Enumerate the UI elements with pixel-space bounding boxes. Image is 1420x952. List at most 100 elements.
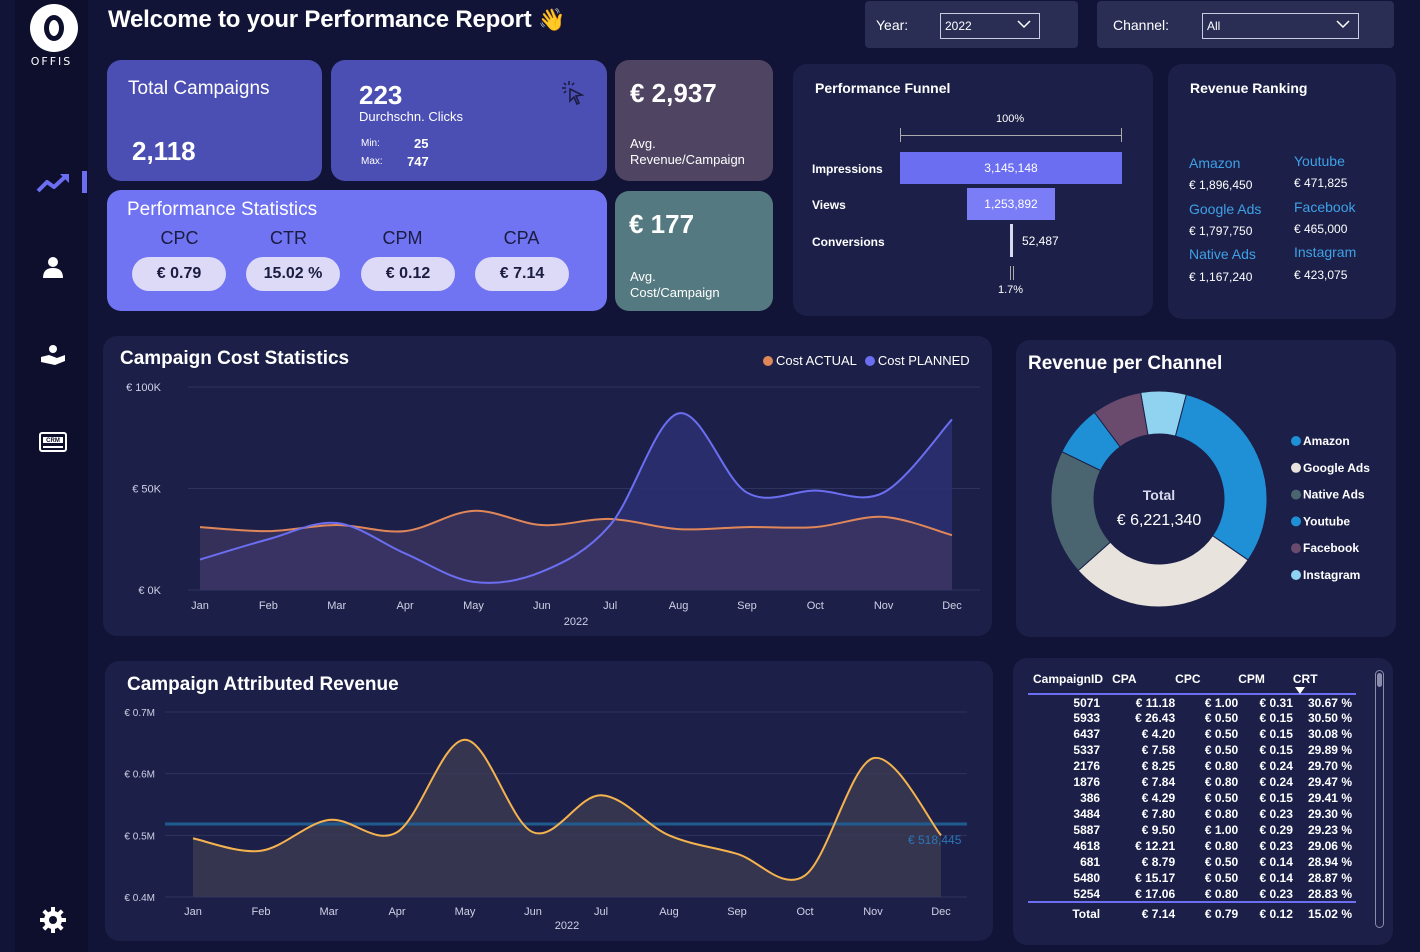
settings-gear-icon[interactable]	[33, 903, 73, 937]
campaign-cost-title: Campaign Cost Statistics	[120, 348, 350, 369]
avg-cost-card: € 177 Avg. Cost/Campaign	[615, 191, 773, 311]
table-row[interactable]: 5337 € 7.58 € 0.50 € 0.15 29.89 %	[1028, 742, 1356, 758]
revenue-chart-svg[interactable]: € 0.4M € 0.5M € 0.6M € 0.7M Jan Feb Mar Apr May J…	[105, 661, 993, 941]
clicks-value: 223	[359, 80, 403, 110]
col-campaignid[interactable]: CampaignID	[1033, 671, 1104, 686]
y-tick-label: € 0.6M	[124, 770, 155, 781]
donut-center-label: Total	[1142, 487, 1176, 503]
table-row[interactable]: 5480 € 15.17 € 0.50 € 0.14 28.87 %	[1028, 870, 1356, 886]
table-cell-campaignid: 4618	[1073, 839, 1101, 853]
rank-value-youtube: € 471,825	[1294, 176, 1348, 190]
table-cell-cpc: € 0.50	[1204, 791, 1239, 805]
stat-cpm-value: € 0.12	[361, 257, 455, 291]
stat-cpc-value: € 0.79	[132, 257, 226, 291]
legend-label: Facebook	[1303, 541, 1359, 555]
table-cell-cpa: € 4.29	[1141, 791, 1176, 805]
table-cell-cpa: € 7.58	[1141, 743, 1176, 757]
table-row[interactable]: 4618 € 12.21 € 0.80 € 0.23 29.06 %	[1028, 838, 1356, 854]
cost-chart-svg[interactable]: € 0K € 50K € 100K Jan Feb Mar Apr May Jun Jul Aug S…	[103, 336, 992, 636]
legend-label: Native Ads	[1303, 488, 1365, 502]
chevron-down-icon	[1336, 17, 1350, 34]
table-row[interactable]: 386 € 4.29 € 0.50 € 0.15 29.41 %	[1028, 790, 1356, 806]
stat-cpm-label: CPM	[382, 228, 423, 248]
table-row[interactable]: 5933 € 26.43 € 0.50 € 0.15 30.50 %	[1028, 710, 1356, 726]
user-icon[interactable]	[33, 250, 73, 284]
funnel-conversions-bar[interactable]	[1010, 224, 1013, 257]
table-cell-cpa: € 15.17	[1135, 871, 1176, 885]
table-cell-campaignid: 5887	[1073, 823, 1101, 837]
revenue-ranking-panel: Revenue Ranking Amazon € 1,896,450 Youtu…	[1168, 64, 1396, 319]
col-crt[interactable]: CRT	[1293, 670, 1356, 694]
table-row[interactable]: 1876 € 7.84 € 0.80 € 0.24 29.47 %	[1028, 774, 1356, 790]
table-scrollbar[interactable]	[1375, 670, 1384, 928]
table-cell-campaignid: 1876	[1073, 775, 1101, 789]
table-cell-crt: 30.08 %	[1307, 727, 1352, 741]
x-tick-label: Apr	[388, 906, 405, 918]
table-cell-cpa: € 17.06	[1135, 886, 1176, 901]
x-tick-label: Nov	[863, 906, 883, 918]
table-row[interactable]: 2176 € 8.25 € 0.80 € 0.24 29.70 %	[1028, 758, 1356, 774]
trend-chart-icon[interactable]	[33, 166, 73, 200]
funnel-impressions-bar[interactable]: 3,145,148	[900, 152, 1122, 184]
legend-dot	[1291, 436, 1301, 446]
x-tick-label: Sep	[737, 600, 757, 612]
table-total-row: Total € 7.14 € 0.79 € 0.12 15.02 %	[1028, 902, 1356, 924]
x-tick-label: Feb	[252, 906, 271, 918]
legend-dot	[1291, 462, 1301, 473]
table-row[interactable]: 3484 € 7.80 € 0.80 € 0.23 29.30 %	[1028, 806, 1356, 822]
col-cpm[interactable]: CPM	[1238, 671, 1265, 686]
campaign-table: CampaignID CPA CPC CPM CRT 5071 € 11.18 € …	[1028, 670, 1356, 924]
handshake-icon[interactable]	[33, 338, 73, 372]
table-cell-cpm: € 0.24	[1259, 775, 1293, 789]
funnel-bottom-percent: 1.7%	[998, 284, 1024, 296]
x-axis-label: 2022	[564, 616, 588, 628]
sidebar: OFFIS CRM	[15, 0, 88, 952]
table-row[interactable]: 6437 € 4.20 € 0.50 € 0.15 30.08 %	[1028, 726, 1356, 742]
table-cell-cpa: € 8.79	[1141, 855, 1176, 869]
cost-chart-legend: Cost ACTUAL Cost PLANNED	[763, 353, 970, 368]
performance-funnel-title: Performance Funnel	[815, 80, 951, 96]
actual-line	[199, 509, 953, 537]
avg-revenue-card: € 2,937 Avg. Revenue/Campaign	[615, 60, 773, 181]
table-row[interactable]: 5254 € 17.06 € 0.80 € 0.23 28.83 %	[1028, 886, 1356, 902]
table-cell-cpc: € 0.50	[1204, 727, 1239, 741]
crm-icon[interactable]: CRM	[33, 425, 73, 459]
channel-select[interactable]: All	[1202, 13, 1359, 39]
legend-cost-planned: Cost PLANNED	[877, 353, 970, 368]
x-tick-label: Oct	[796, 906, 813, 918]
x-tick-label: Jun	[533, 600, 551, 612]
x-tick-label: Aug	[669, 600, 689, 612]
funnel-views-bar[interactable]: 1,253,892	[967, 188, 1055, 220]
table-cell-cpm: € 0.15	[1259, 791, 1293, 805]
performance-statistics-title: Performance Statistics	[127, 199, 318, 220]
legend-dot	[1291, 570, 1301, 580]
total-cpc: € 0.79	[1204, 906, 1239, 921]
table-row[interactable]: 5071 € 11.18 € 1.00 € 0.31 30.67 %	[1028, 694, 1356, 710]
table-cell-cpa: € 7.80	[1141, 807, 1176, 821]
revenue-per-channel-title: Revenue per Channel	[1028, 353, 1223, 374]
col-cpa[interactable]: CPA	[1112, 671, 1137, 686]
table-row[interactable]: 681 € 8.79 € 0.50 € 0.14 28.94 %	[1028, 854, 1356, 870]
rank-name-instagram: Instagram	[1294, 244, 1357, 260]
funnel-bottom-marker	[1010, 266, 1014, 280]
campaign-table-panel: CampaignID CPA CPC CPM CRT 5071 € 11.18 € …	[1013, 658, 1393, 945]
rank-name-facebook: Facebook	[1294, 199, 1356, 215]
table-cell-cpc: € 0.50	[1204, 855, 1239, 869]
table-cell-cpm: € 0.15	[1259, 727, 1293, 741]
table-cell-crt: 29.23 %	[1307, 823, 1352, 837]
table-cell-crt: 29.30 %	[1307, 807, 1352, 821]
table-cell-cpm: € 0.23	[1259, 886, 1293, 901]
table-row[interactable]: 5887 € 9.50 € 1.00 € 0.29 29.23 %	[1028, 822, 1356, 838]
table-scrollbar-thumb[interactable]	[1377, 673, 1382, 687]
funnel-views-label: Views	[812, 198, 846, 212]
year-select[interactable]: 2022	[940, 13, 1040, 39]
table-cell-campaignid: 386	[1080, 791, 1101, 805]
x-tick-label: Jul	[603, 600, 617, 612]
donut-chart-svg[interactable]: Amazon Google Ads Native Ads Youtube Faceboo…	[1016, 340, 1396, 637]
y-tick-label: € 50K	[132, 484, 161, 496]
y-tick-label: € 0.5M	[124, 831, 155, 842]
table-cell-campaignid: 5933	[1073, 711, 1101, 725]
y-tick-label: € 100K	[126, 382, 162, 394]
col-cpc[interactable]: CPC	[1175, 671, 1201, 686]
funnel-scale-tick-right	[1121, 128, 1122, 142]
